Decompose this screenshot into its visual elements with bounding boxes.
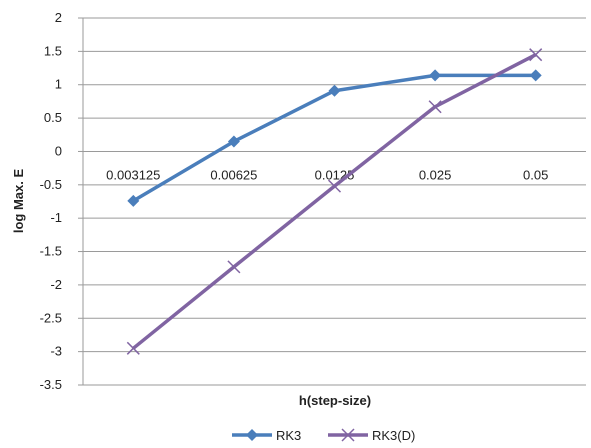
legend-label: RK3(D): [372, 428, 415, 443]
legend-item: RK3: [232, 428, 301, 443]
series-layer: [126, 48, 543, 355]
data-point: [127, 194, 140, 207]
data-point: [327, 179, 342, 193]
y-tick-label: 1: [55, 77, 62, 92]
x-tick-labels: 0.003125 0.00625 0.0125 0.025 0.05: [106, 167, 548, 182]
series-line: [132, 53, 537, 350]
y-tick-label: 2: [55, 10, 62, 25]
y-tick-label: 0.5: [44, 110, 62, 125]
y-tick-label: 1.5: [44, 43, 62, 58]
series-RK3(D): [126, 48, 543, 355]
y-tick-labels: 2 1.5 1 0.5 0 -0.5 -1 -1.5 -2 -2.5 -3 -3.5: [40, 10, 62, 392]
series-RK3: [127, 69, 542, 207]
x-tick-label: 0.003125: [106, 167, 160, 182]
x-tick-label: 0.00625: [210, 167, 257, 182]
data-point: [328, 84, 341, 97]
data-point: [126, 341, 140, 355]
data-point: [227, 260, 241, 274]
y-tick-label: -2: [50, 277, 62, 292]
x-axis-title: h(step-size): [299, 393, 371, 408]
data-point: [529, 48, 543, 62]
x-tick-label: 0.05: [523, 167, 548, 182]
y-axis-title: log Max. E: [11, 169, 26, 234]
y-tick-label: -0.5: [40, 177, 62, 192]
y-tick-label: -1.5: [40, 244, 62, 259]
y-tick-label: -3: [50, 344, 62, 359]
legend-label: RK3: [276, 428, 301, 443]
y-tick-label: -1: [50, 210, 62, 225]
data-point: [429, 69, 442, 82]
y-tick-label: -3.5: [40, 377, 62, 392]
data-point: [428, 100, 442, 114]
gridlines: [78, 17, 586, 386]
y-tick-label: 0: [55, 143, 62, 158]
data-point: [529, 69, 542, 82]
legend-item: RK3(D): [328, 428, 415, 443]
x-tick-label: 0.025: [419, 167, 452, 182]
data-point: [227, 135, 240, 148]
legend: RK3 RK3(D): [232, 428, 415, 443]
y-tick-label: -2.5: [40, 310, 62, 325]
